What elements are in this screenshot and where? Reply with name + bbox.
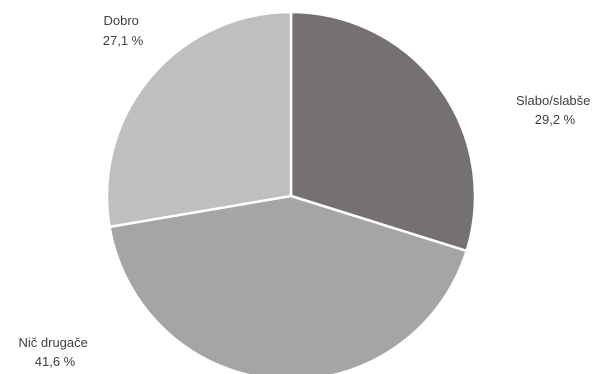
slice-value-slabo: 29,2 % (535, 112, 576, 127)
slice-label-dobro: Dobro 27,1 % (103, 13, 144, 48)
pie-labels: Slabo/slabše 29,2 % Nič drugače 41,6 % D… (19, 13, 594, 369)
slice-label-nic-drugace: Nič drugače 41,6 % (19, 335, 92, 369)
pie-slices (105, 10, 477, 374)
slice-name-slabo: Slabo/slabše (516, 93, 590, 108)
slice-label-slabo: Slabo/slabše 29,2 % (516, 93, 594, 127)
pie-slice-nic-drugace (108, 194, 468, 374)
slice-value-dobro: 27,1 % (103, 33, 144, 48)
slice-value-nic-drugace: 41,6 % (35, 354, 76, 369)
pie-slice-dobro (105, 10, 293, 229)
slice-name-dobro: Dobro (103, 13, 138, 28)
slice-name-nic-drugace: Nič drugače (19, 335, 88, 350)
pie-slice-slabo (289, 10, 477, 253)
